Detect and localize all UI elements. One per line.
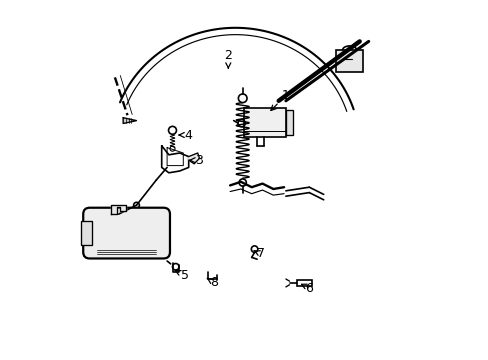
Text: 4: 4 [179,129,192,141]
Text: 8: 8 [206,276,218,289]
Text: 5: 5 [175,269,189,282]
Polygon shape [123,118,136,123]
Text: 3: 3 [189,154,203,167]
Bar [244,108,285,137]
FancyBboxPatch shape [83,208,170,258]
Polygon shape [188,153,199,164]
Text: 6: 6 [301,282,313,294]
Text: 1: 1 [270,89,289,111]
Text: 2: 2 [224,49,232,68]
Bar [296,280,311,286]
Bar [285,110,292,135]
Bar [336,50,363,72]
Text: 7: 7 [253,247,264,260]
Bar [81,221,91,245]
Polygon shape [111,205,125,214]
